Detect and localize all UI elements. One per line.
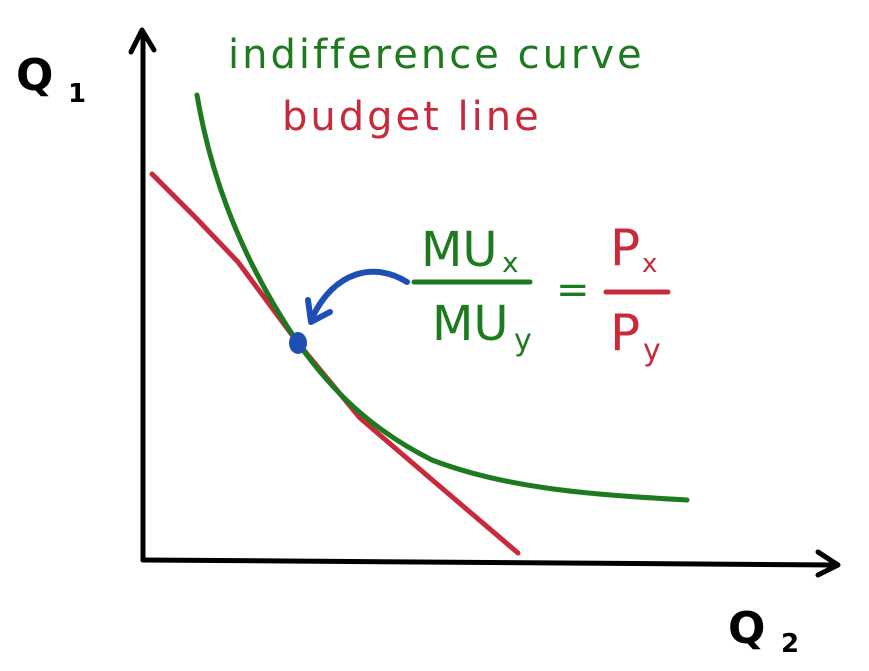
equation-lhs-denominator: MU — [432, 296, 509, 352]
x-axis — [140, 557, 839, 568]
equation-rhs-denominator: P — [610, 304, 640, 362]
x-axis-label-subscript: 2 — [781, 629, 799, 659]
equation-rhs-numerator: P — [610, 219, 640, 277]
budget-line-label: budget line — [282, 94, 542, 140]
equation-lhs-numerator: MU — [421, 222, 498, 278]
x-axis-label: Q — [728, 603, 765, 654]
y-axis-label: Q — [16, 50, 53, 101]
tangency-arrow — [309, 268, 410, 321]
equation-equals-sign: = — [556, 267, 590, 313]
tangency-point — [289, 332, 307, 354]
y-axis-label-subscript: 1 — [68, 79, 86, 109]
equation-rhs-numerator-subscript: x — [642, 249, 657, 279]
x-axis-arrowhead — [815, 549, 841, 578]
tangency-arrowhead — [305, 297, 333, 325]
equation-lhs-denominator-subscript: y — [514, 323, 532, 358]
indifference-curve-label: indifference curve — [228, 32, 645, 78]
equation-lhs-numerator-subscript: x — [502, 246, 519, 279]
y-axis-arrowhead — [128, 27, 157, 55]
equation-rhs-denominator-subscript: y — [643, 333, 661, 368]
indifference-curve — [194, 92, 690, 503]
